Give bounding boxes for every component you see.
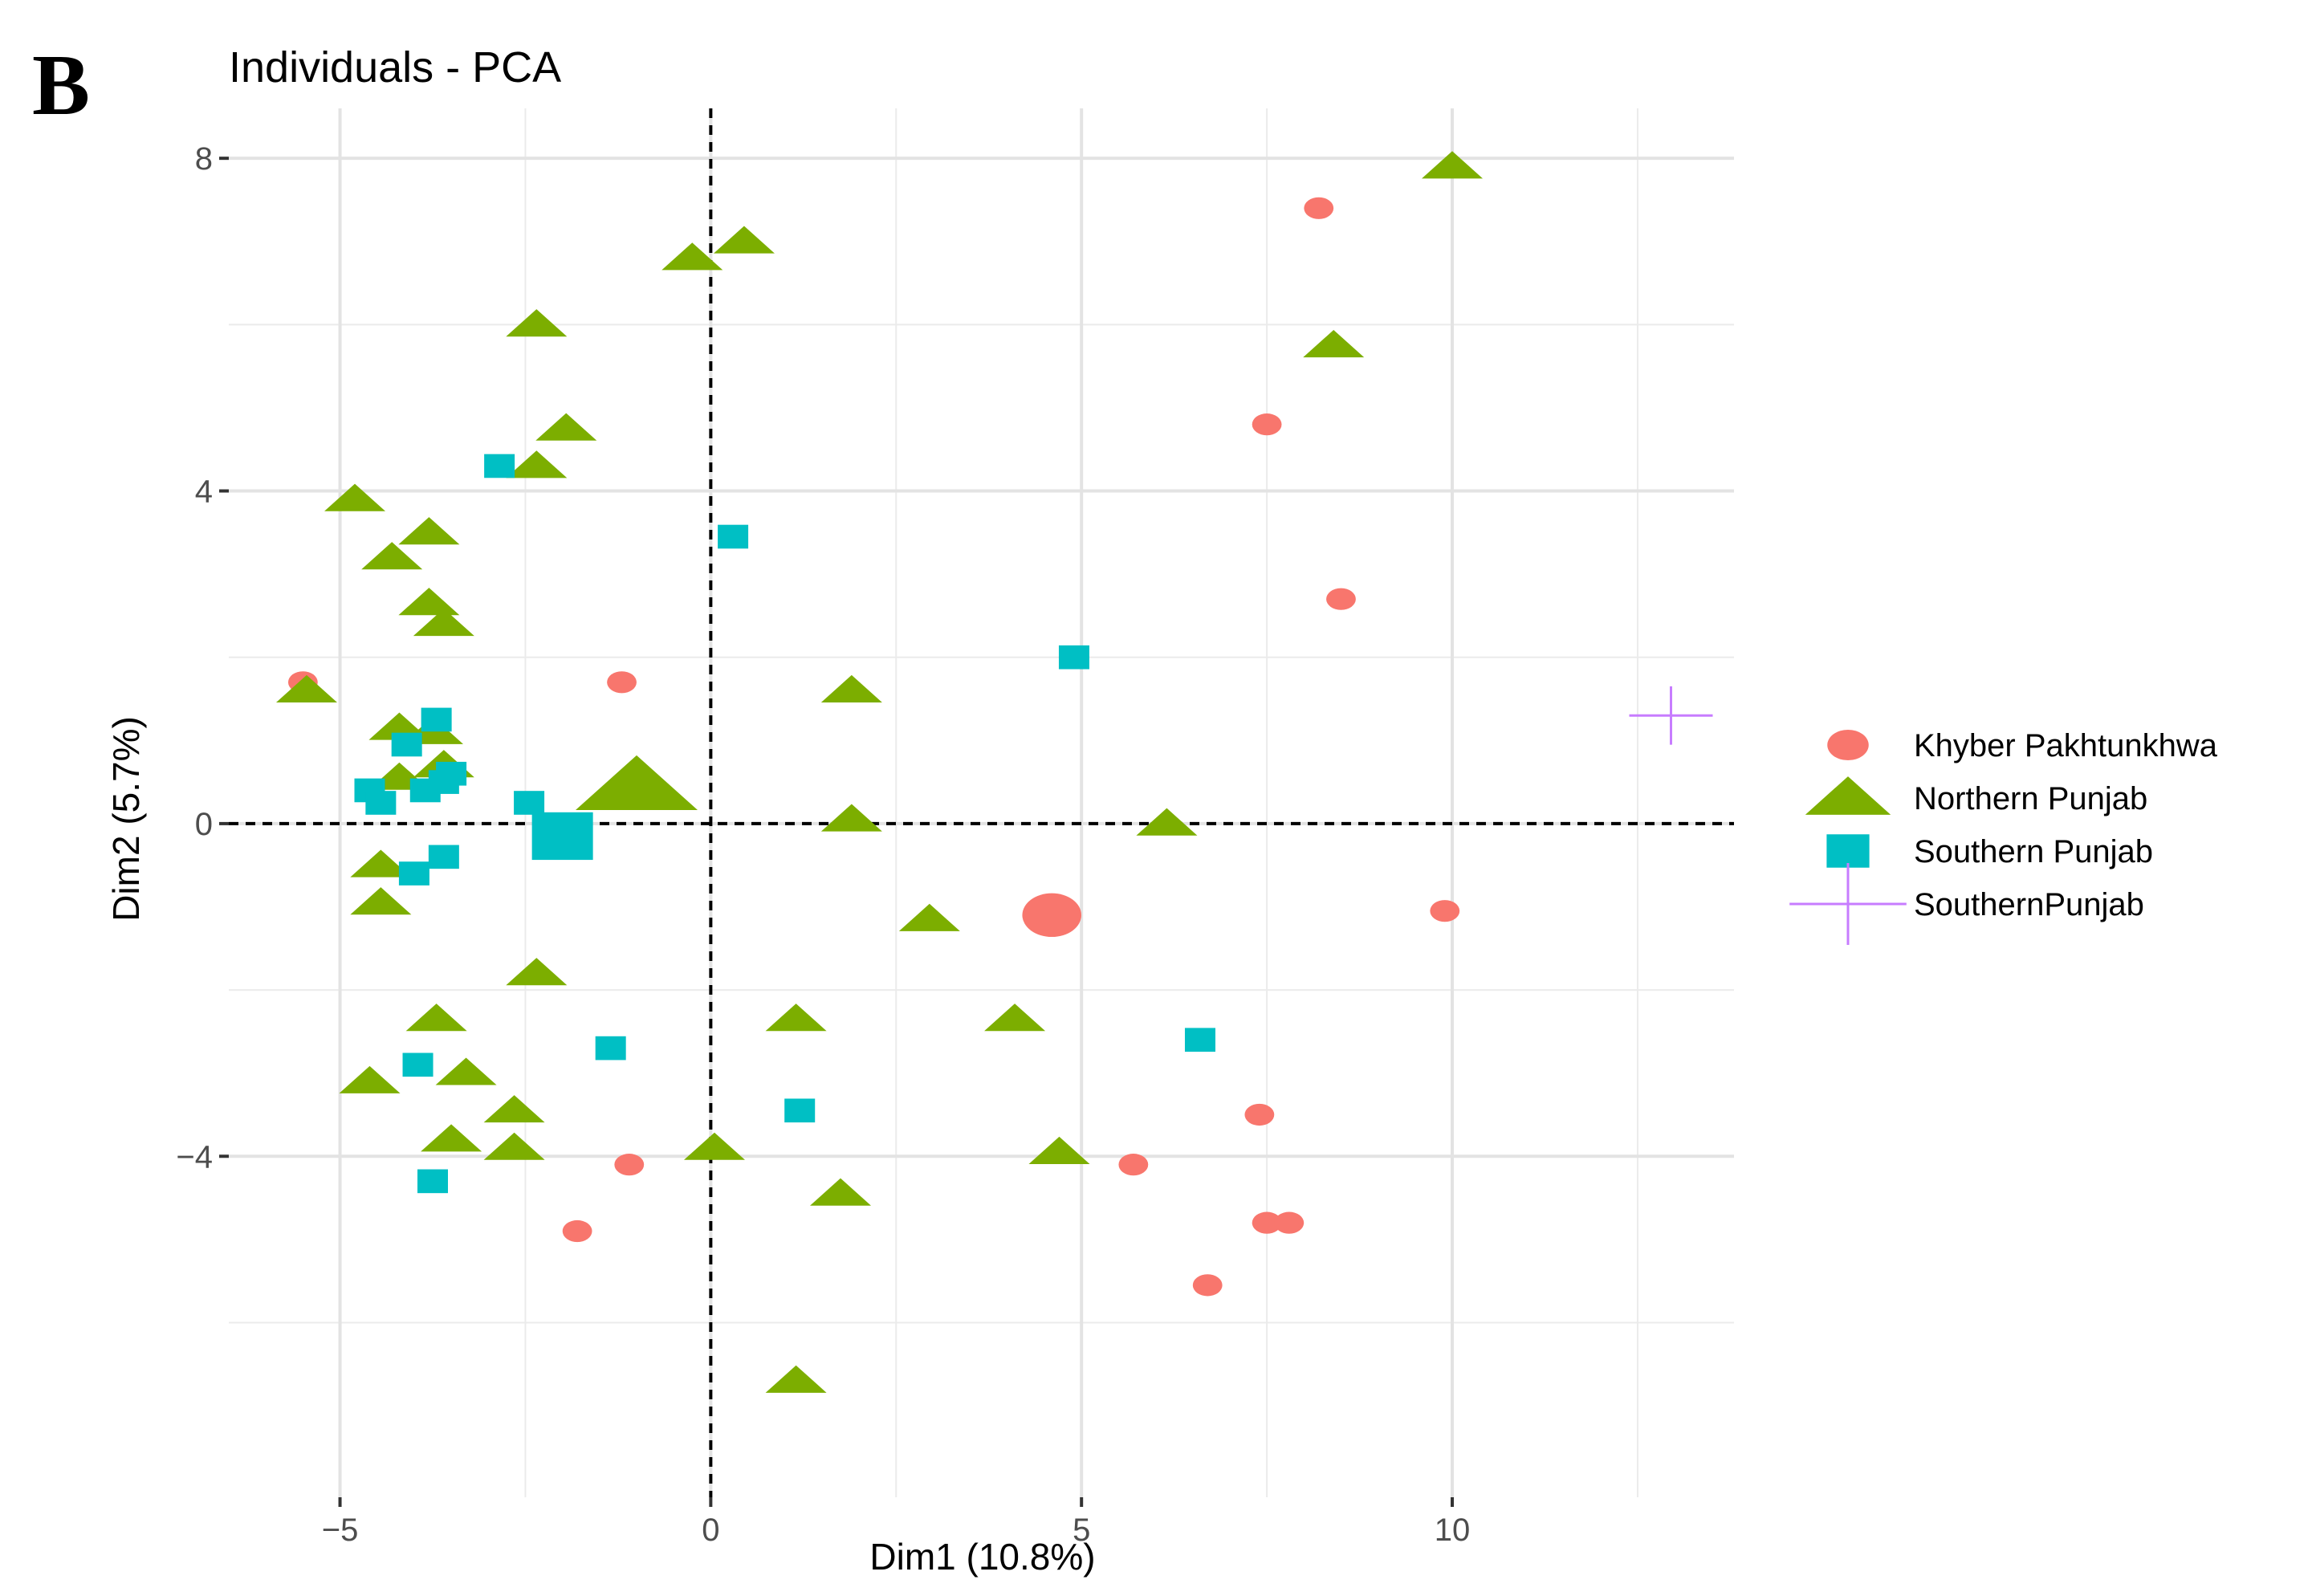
legend-key-northern-punjab: [1805, 776, 1891, 815]
y-tick-label: 4: [195, 474, 213, 510]
centroid-khyber-pakhtunkhwa: [1022, 893, 1082, 938]
centroid-southern-punjab: [531, 812, 593, 861]
point-northern-punjab: [435, 1057, 497, 1085]
point-khyber-pakhtunkhwa: [1118, 1154, 1149, 1176]
chart-title: Individuals - PCA: [229, 43, 561, 92]
minor-gridlines: [229, 108, 1734, 1497]
point-khyber-pakhtunkhwa: [607, 671, 637, 694]
point-southern-punjab: [514, 791, 545, 815]
point-northern-punjab: [413, 609, 474, 637]
legend-key-khyber-pakhtunkhwa: [1827, 729, 1869, 761]
point-northern-punjab: [984, 1004, 1046, 1032]
legend-key-southern-punjab: [1826, 834, 1870, 868]
x-tick-label: −5: [322, 1513, 359, 1548]
x-axis-title: Dim1 (10.8%): [869, 1536, 1095, 1578]
x-tick-label: 0: [702, 1513, 719, 1548]
point-khyber-pakhtunkhwa: [1304, 197, 1334, 219]
point-northern-punjab: [324, 483, 386, 511]
legend-key-southernpunjab: [1789, 863, 1907, 945]
point-southern-punjab: [402, 1052, 434, 1077]
x-tick-label: 5: [1073, 1513, 1090, 1548]
legend-label-khyber-pakhtunkhwa: Khyber Pakhtunkhwa: [1914, 728, 2218, 763]
x-tick-label: 10: [1435, 1513, 1471, 1548]
point-southern-punjab: [391, 732, 422, 757]
point-southern-punjab: [409, 778, 441, 803]
point-northern-punjab: [765, 1365, 827, 1393]
point-southern-punjab: [1184, 1028, 1215, 1052]
point-southern-punjab: [365, 791, 397, 815]
point-southern-punjab: [595, 1036, 626, 1061]
legend-label-southern-punjab: Southern Punjab: [1914, 834, 2153, 869]
point-southern-punjab: [718, 524, 749, 549]
point-khyber-pakhtunkhwa: [1326, 588, 1356, 610]
point-northern-punjab: [1028, 1136, 1090, 1164]
point-northern-punjab: [1422, 151, 1484, 179]
point-northern-punjab: [683, 1132, 745, 1160]
point-khyber-pakhtunkhwa: [1192, 1274, 1223, 1297]
point-southern-punjab: [1058, 645, 1089, 670]
point-khyber-pakhtunkhwa: [562, 1219, 592, 1243]
point-northern-punjab: [713, 226, 775, 254]
point-northern-punjab: [361, 542, 423, 570]
point-northern-punjab: [1136, 808, 1198, 836]
group-centroids: [531, 755, 1082, 938]
legend-label-northern-punjab: Northern Punjab: [1914, 781, 2147, 816]
point-southern-punjab: [484, 454, 515, 478]
reference-lines: [229, 108, 1734, 1497]
x-axis-ticks: −5 0 5 10: [322, 1497, 1471, 1548]
point-southern-punjab: [428, 845, 459, 869]
point-northern-punjab: [350, 887, 412, 915]
plot-panel: [229, 108, 1734, 1497]
point-northern-punjab: [506, 309, 568, 337]
point-northern-punjab: [765, 1004, 827, 1032]
point-northern-punjab: [421, 1124, 482, 1152]
y-tick-label: −4: [176, 1139, 213, 1175]
y-axis-title: Dim2 (5.7%): [105, 716, 147, 922]
point-northern-punjab: [506, 450, 568, 478]
point-southern-punjab: [398, 861, 429, 886]
point-northern-punjab: [398, 588, 460, 616]
point-northern-punjab: [405, 1004, 467, 1032]
major-gridlines: [229, 108, 1734, 1497]
point-northern-punjab: [810, 1178, 872, 1206]
data-points: [275, 151, 1713, 1393]
point-northern-punjab: [820, 804, 882, 832]
point-khyber-pakhtunkhwa: [614, 1154, 645, 1176]
point-northern-punjab: [275, 674, 337, 703]
point-southern-punjab: [784, 1098, 816, 1123]
point-khyber-pakhtunkhwa: [1252, 1211, 1282, 1234]
point-northern-punjab: [398, 517, 460, 545]
y-axis-ticks: 8 4 0 −4: [176, 141, 229, 1175]
point-northern-punjab: [483, 1095, 545, 1123]
point-khyber-pakhtunkhwa: [1252, 413, 1282, 436]
point-khyber-pakhtunkhwa: [1244, 1103, 1275, 1126]
y-tick-label: 0: [195, 807, 213, 842]
legend: Khyber Pakhtunkhwa Northern Punjab Souther…: [1789, 728, 2218, 945]
centroid-northern-punjab: [576, 755, 698, 811]
point-northern-punjab: [339, 1065, 401, 1093]
panel-label: B: [32, 38, 90, 133]
legend-label-southernpunjab: SouthernPunjab: [1914, 887, 2144, 922]
point-northern-punjab: [506, 958, 568, 986]
point-southern-punjab: [417, 1169, 449, 1194]
point-khyber-pakhtunkhwa: [1274, 1211, 1305, 1234]
y-tick-label: 8: [195, 141, 213, 177]
point-northern-punjab: [820, 674, 882, 703]
point-northern-punjab: [661, 242, 723, 271]
point-khyber-pakhtunkhwa: [1430, 900, 1460, 922]
point-northern-punjab: [483, 1132, 545, 1160]
point-northern-punjab: [1303, 330, 1365, 358]
point-northern-punjab: [350, 849, 412, 877]
point-northern-punjab: [535, 413, 597, 441]
point-southern-punjab: [421, 707, 452, 732]
point-northern-punjab: [898, 903, 960, 931]
point-southernpunjab: [1629, 686, 1713, 745]
